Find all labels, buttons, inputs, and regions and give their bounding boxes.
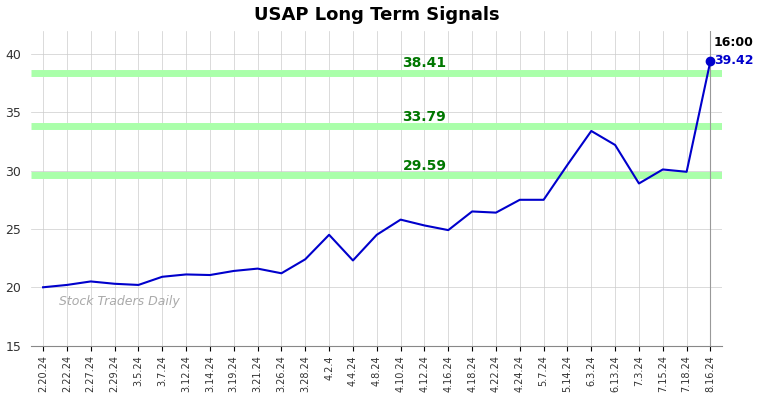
Text: 38.41: 38.41 [402, 56, 447, 70]
Text: 33.79: 33.79 [402, 109, 446, 123]
Text: 16:00: 16:00 [714, 37, 754, 49]
Title: USAP Long Term Signals: USAP Long Term Signals [254, 6, 499, 23]
Text: Stock Traders Daily: Stock Traders Daily [59, 295, 180, 308]
Text: 39.42: 39.42 [714, 54, 753, 67]
Text: 29.59: 29.59 [402, 158, 446, 172]
